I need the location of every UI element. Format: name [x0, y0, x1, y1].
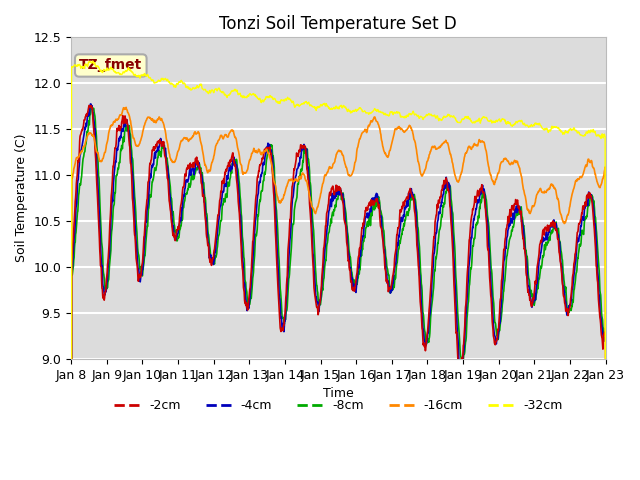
Legend: -2cm, -4cm, -8cm, -16cm, -32cm: -2cm, -4cm, -8cm, -16cm, -32cm — [109, 394, 568, 417]
Y-axis label: Soil Temperature (C): Soil Temperature (C) — [15, 134, 28, 263]
X-axis label: Time: Time — [323, 387, 354, 400]
Title: Tonzi Soil Temperature Set D: Tonzi Soil Temperature Set D — [220, 15, 457, 33]
Text: TZ_fmet: TZ_fmet — [79, 59, 143, 72]
